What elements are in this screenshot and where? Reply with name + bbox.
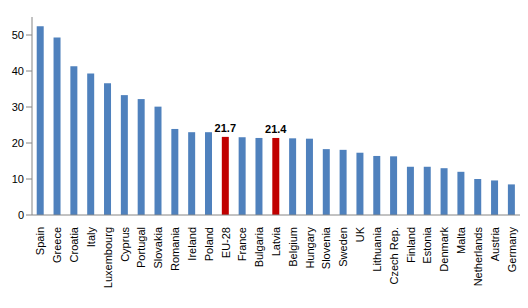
svg-text:0: 0 — [18, 209, 24, 221]
svg-text:Bulgaria: Bulgaria — [253, 226, 265, 267]
svg-text:Hungary: Hungary — [304, 227, 316, 269]
svg-text:20: 20 — [12, 137, 24, 149]
svg-text:France: France — [236, 227, 248, 261]
svg-text:Latvia: Latvia — [270, 226, 282, 256]
svg-text:Slovenia: Slovenia — [320, 226, 332, 269]
svg-text:Croatia: Croatia — [68, 226, 80, 262]
svg-text:Belgium: Belgium — [287, 227, 299, 267]
svg-text:Luxembourg: Luxembourg — [102, 227, 114, 288]
svg-text:Italy: Italy — [85, 227, 97, 248]
svg-text:Spain: Spain — [34, 227, 46, 255]
svg-text:Poland: Poland — [203, 227, 215, 261]
svg-text:40: 40 — [12, 65, 24, 77]
svg-text:Denmark: Denmark — [438, 227, 450, 272]
svg-text:Romania: Romania — [169, 226, 181, 271]
svg-text:Netherlands: Netherlands — [472, 227, 484, 287]
svg-text:Lithuania: Lithuania — [371, 226, 383, 272]
svg-text:Malta: Malta — [455, 226, 467, 254]
svg-text:Portugal: Portugal — [135, 227, 147, 268]
svg-text:50: 50 — [12, 29, 24, 41]
svg-text:Austria: Austria — [489, 226, 501, 261]
svg-text:Sweden: Sweden — [337, 227, 349, 267]
svg-text:EU-28: EU-28 — [220, 227, 232, 258]
svg-text:Greece: Greece — [51, 227, 63, 263]
svg-text:Czech Rep.: Czech Rep. — [388, 227, 400, 284]
svg-text:Ireland: Ireland — [186, 227, 198, 261]
svg-text:10: 10 — [12, 173, 24, 185]
svg-text:Finland: Finland — [405, 227, 417, 263]
svg-text:21.4: 21.4 — [265, 123, 287, 135]
svg-text:Germany: Germany — [506, 227, 518, 273]
svg-text:UK: UK — [354, 226, 366, 242]
svg-text:Cyprus: Cyprus — [119, 227, 131, 262]
svg-text:Slovakia: Slovakia — [152, 226, 164, 268]
svg-text:Estonia: Estonia — [421, 226, 433, 264]
svg-text:21.7: 21.7 — [215, 122, 236, 134]
svg-text:30: 30 — [12, 101, 24, 113]
